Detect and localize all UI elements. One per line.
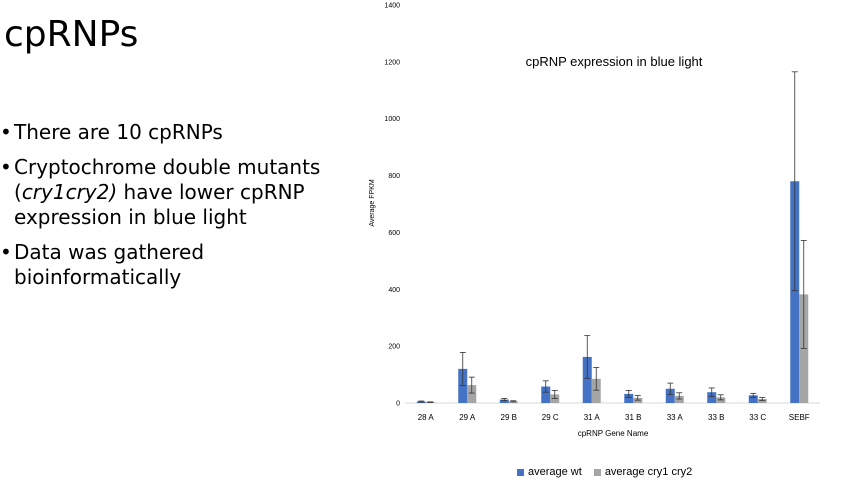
x-tick-label-7: 33 B [708,413,724,422]
chart-legend: average wt average cry1 cry2 [517,466,692,478]
x-tick-label-2: 29 B [501,413,517,422]
legend-swatch-wt [517,468,524,476]
bar-wt-1 [458,368,468,403]
legend-item-wt: average wt [517,466,582,478]
x-tick-label-8: 33 C [749,413,766,422]
x-tick-label-4: 31 A [584,413,601,422]
x-axis-label: cpRNP Gene Name [578,429,649,438]
y-tick-label-6: 1200 [384,59,400,66]
bar-chart: cpRNP expression in blue light Average F… [369,3,820,438]
slide-title: cpRNPs [4,14,139,55]
legend-swatch-cry [593,468,601,476]
y-tick-label-2: 400 [388,287,400,294]
bullet-item-2: Cryptochrome double mutants (cry1cry2) h… [0,155,360,230]
bullet-list: There are 10 cpRNPs Cryptochrome double … [0,120,360,300]
chart-title: cpRNP expression in blue light [526,54,703,69]
x-tick-label-5: 31 B [625,413,641,422]
legend-label-wt: average wt [528,466,582,478]
bar-wt-3 [541,386,551,403]
bullet-item-1: There are 10 cpRNPs [0,120,360,145]
legend-item-cry: average cry1 cry2 [593,466,693,478]
x-tick-label-9: SEBF [789,413,810,422]
y-tick-label-0: 0 [396,401,400,408]
legend-label-cry: average cry1 cry2 [604,466,693,478]
y-tick-label-7: 1400 [384,3,400,10]
y-tick-label-3: 600 [388,230,400,237]
bar-wt-7 [707,392,717,403]
bar-cry-6 [674,395,684,403]
bar-wt-6 [665,388,675,403]
bar-wt-2 [499,399,509,403]
x-tick-label-1: 29 A [459,413,476,422]
x-tick-label-6: 33 A [667,413,684,422]
emphasis-mutant: cry1cry2) [21,180,118,204]
y-tick-label-1: 200 [388,344,400,351]
bar-cry-8 [757,399,767,403]
bar-wt-9 [790,181,800,403]
bar-cry-4 [591,378,601,403]
bar-wt-4 [582,356,592,403]
bar-wt-5 [624,393,634,403]
x-tick-label-0: 28 A [418,413,435,422]
bar-wt-8 [748,395,758,403]
bullet-item-3: Data was gathered bioinformatically [0,240,360,290]
y-tick-label-5: 1000 [384,116,400,123]
x-tick-label-3: 29 C [542,413,559,422]
y-axis-label: Average FPKM [369,179,376,227]
bar-cry-1 [467,385,477,403]
y-tick-label-4: 800 [388,173,400,180]
